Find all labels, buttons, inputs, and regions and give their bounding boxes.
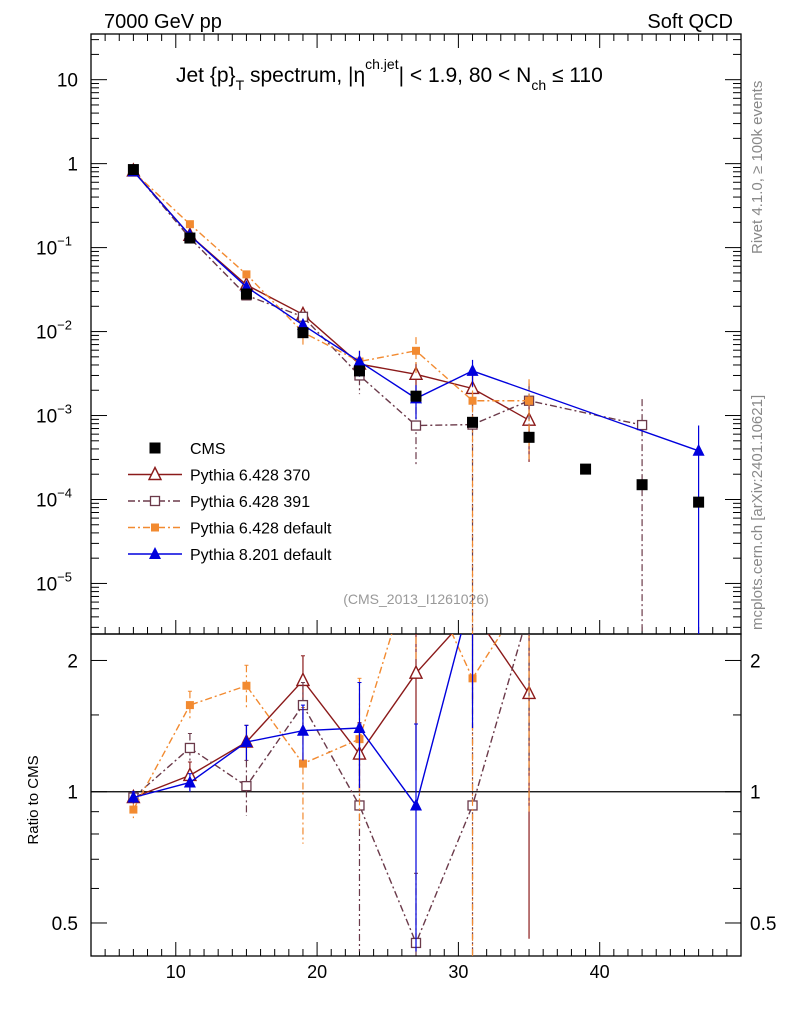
point-pythia-8-201-default xyxy=(692,443,705,456)
y-tick-label: 10−1 xyxy=(36,234,72,260)
point-pythia-8-201-default xyxy=(353,354,366,367)
point-pythia-8-201-default xyxy=(296,317,309,330)
ratio-point-pythia-8-201-default xyxy=(183,775,196,788)
y-tick-label: 1 xyxy=(67,155,78,176)
ratio-line-pythia-6-428-370 xyxy=(133,634,530,799)
legend-marker-pythia-6-428-default xyxy=(151,523,159,532)
cms-data-point xyxy=(240,288,252,300)
point-pythia-6-428-391 xyxy=(410,420,422,431)
cms-data-point xyxy=(636,479,648,491)
x-tick-label: 20 xyxy=(307,962,327,982)
series-line-pythia-6-428-default xyxy=(132,171,530,402)
ratio-point-pythia-8-201-default xyxy=(240,735,253,748)
series-line-pythia-8-201-default xyxy=(132,170,699,452)
cms-data-point xyxy=(693,496,705,508)
ratio-point-pythia-6-428-default xyxy=(412,550,420,558)
legend-marker-pythia-6-428-391 xyxy=(149,495,161,507)
ratio-y-tick-label-right: 2 xyxy=(750,651,761,672)
header-energy: 7000 GeV pp xyxy=(104,11,222,33)
y-tick-label: 10−2 xyxy=(36,318,72,344)
ratio-line-pythia-6-428-391 xyxy=(132,634,524,945)
cms-data-point xyxy=(297,327,309,339)
y-tick-label: 10−5 xyxy=(36,569,72,595)
analysis-watermark: (CMS_2013_I1261026) xyxy=(343,591,489,607)
legend-label-pythia-6-428-391: Pythia 6.428 391 xyxy=(190,494,310,511)
series-line-pythia-6-428-370 xyxy=(132,170,530,421)
point-pythia-8-201-default xyxy=(466,363,479,376)
point-pythia-6-428-default xyxy=(412,346,420,355)
legend-label-pythia-6-428-default: Pythia 6.428 default xyxy=(190,521,332,538)
plot-title: Jet {p}T spectrum, |ηch.jet| < 1.9, 80 <… xyxy=(176,56,603,93)
ratio-y-tick-label: 0.5 xyxy=(52,914,78,935)
y-tick-label: 10−4 xyxy=(36,485,72,511)
point-pythia-6-428-default xyxy=(185,220,194,229)
ratio-point-pythia-6-428-default xyxy=(525,586,533,594)
legend-marker-cms xyxy=(149,442,161,454)
cms-data-point xyxy=(184,232,196,244)
ratio-point-pythia-6-428-391 xyxy=(184,742,196,754)
x-tick-label: 40 xyxy=(590,962,610,982)
ratio-point-pythia-8-201-default xyxy=(353,721,366,734)
ratio-point-pythia-6-428-default xyxy=(185,701,194,710)
ratio-y-tick-label-right: 0.5 xyxy=(750,914,776,935)
ratio-panel-series xyxy=(126,550,537,956)
mcplots-source-label: mcplots.cern.ch [arXiv:2401.10621] xyxy=(749,395,766,630)
ratio-y-tick-label: 2 xyxy=(67,651,78,672)
point-pythia-6-428-default xyxy=(242,270,251,279)
legend-marker-pythia-6-428-370 xyxy=(147,465,163,481)
cms-data-point xyxy=(127,164,139,176)
y-tick-label: 10 xyxy=(57,71,78,92)
cms-data-point xyxy=(353,365,365,377)
axis-tick-labels: 10 20 30 40 10 1 10−1 10−2 10−3 10−4 10−5 2 2 1 1 0.5 0.… xyxy=(36,71,776,982)
point-pythia-6-428-370 xyxy=(408,365,424,380)
x-tick-label: 10 xyxy=(166,962,186,982)
legend: CMS Pythia 6.428 370 Pythia 6.428 391 Pythi… xyxy=(128,441,332,564)
main-panel-series xyxy=(126,162,705,634)
ratio-point-pythia-6-428-default xyxy=(242,681,251,690)
ratio-point-pythia-8-201-default xyxy=(127,790,140,803)
cms-data-point xyxy=(410,390,422,402)
ratio-point-pythia-8-201-default xyxy=(410,798,422,811)
point-pythia-6-428-default xyxy=(525,396,534,405)
ratio-point-pythia-6-428-370 xyxy=(408,664,424,679)
cms-data-point xyxy=(467,416,479,428)
y-tick-label: 10−3 xyxy=(36,402,72,428)
header-category: Soft QCD xyxy=(647,11,733,33)
ratio-point-pythia-8-201-default xyxy=(296,723,309,736)
legend-label-pythia-6-428-370: Pythia 6.428 370 xyxy=(190,468,310,485)
legend-label-cms: CMS xyxy=(190,441,226,458)
ratio-point-pythia-6-428-391 xyxy=(241,780,252,792)
point-pythia-6-428-391 xyxy=(636,419,648,431)
ratio-axis-label: Ratio to CMS xyxy=(25,755,42,844)
ratio-y-tick-label: 1 xyxy=(67,783,78,804)
cms-data-point xyxy=(580,463,592,475)
ratio-point-pythia-6-428-default xyxy=(129,805,138,814)
ratio-point-pythia-6-428-391 xyxy=(525,606,534,615)
cms-data-point xyxy=(523,431,535,443)
ratio-point-pythia-6-428-default xyxy=(298,759,307,768)
ratio-line-pythia-6-428-default xyxy=(132,634,502,810)
ratio-y-tick-label-right: 1 xyxy=(750,783,761,804)
x-tick-label: 30 xyxy=(448,962,468,982)
legend-label-pythia-8-201-default: Pythia 8.201 default xyxy=(190,547,332,564)
series-line-pythia-6-428-391 xyxy=(132,170,643,427)
legend-marker-pythia-8-201-default xyxy=(149,547,161,559)
data-series xyxy=(126,162,705,956)
rivet-version-label: Rivet 4.1.0, ≥ 100k events xyxy=(749,81,766,254)
point-pythia-6-428-default xyxy=(468,396,477,405)
main-plot-frame xyxy=(90,33,742,635)
